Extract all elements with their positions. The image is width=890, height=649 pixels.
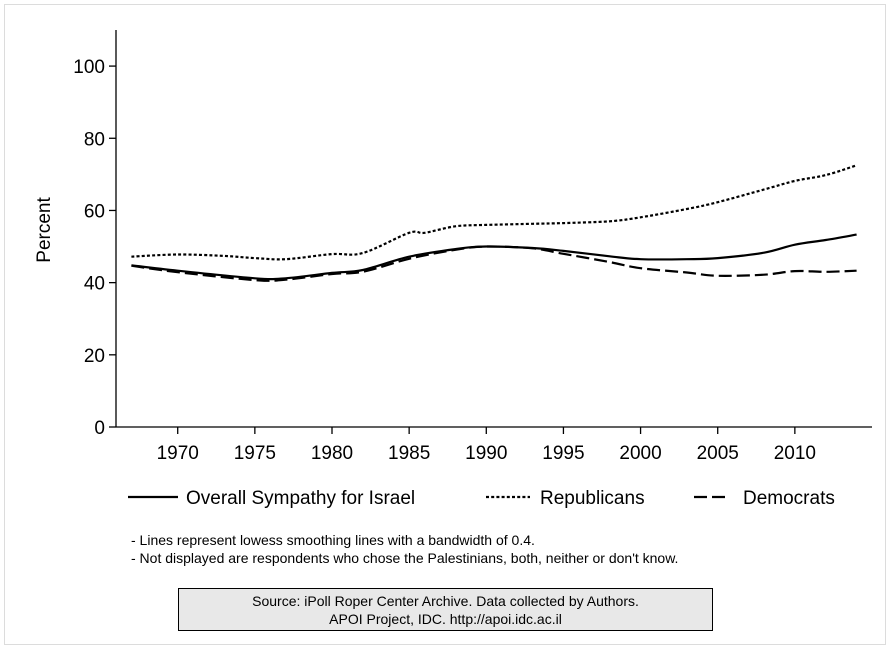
series-line-solid (131, 233, 857, 281)
chart-border (4, 4, 886, 645)
series-line-dotted (131, 164, 857, 261)
note-bandwidth: - Lines represent lowess smoothing lines… (131, 532, 535, 548)
x-tick-label: 1995 (542, 443, 584, 464)
source-box: Source: iPoll Roper Center Archive. Data… (178, 588, 713, 631)
y-tick-label: 0 (94, 418, 105, 439)
note-not-displayed: - Not displayed are respondents who chos… (131, 550, 679, 566)
legend-label: Democrats (743, 488, 835, 509)
y-tick-label: 40 (84, 274, 105, 295)
y-tick-label: 60 (84, 201, 105, 222)
x-tick-label: 2005 (697, 443, 739, 464)
y-tick-label: 100 (73, 57, 105, 78)
axes: 0 20 40 60 80 100 1970 1975 1980 1985 1990 1995 2000… (73, 30, 872, 464)
y-tick-label: 80 (84, 129, 105, 150)
legend-label: Republicans (540, 488, 645, 509)
x-tick-label: 2010 (774, 443, 816, 464)
source-line-2: APOI Project, IDC. http://apoi.idc.ac.il (329, 611, 562, 627)
x-tick-label: 2000 (619, 443, 661, 464)
x-tick-label: 1980 (311, 443, 353, 464)
y-tick-label: 20 (84, 346, 105, 367)
x-tick-label: 1990 (465, 443, 507, 464)
legend: Overall Sympathy for Israel Republicans De… (128, 488, 835, 509)
x-tick-label: 1985 (388, 443, 430, 464)
x-tick-label: 1970 (157, 443, 199, 464)
legend-label: Overall Sympathy for Israel (186, 488, 415, 509)
x-tick-label: 1975 (234, 443, 276, 464)
series-group (131, 164, 857, 282)
plot-svg: 0 20 40 60 80 100 1970 1975 1980 1985 1990 1995 2000… (34, 30, 872, 509)
source-line-1: Source: iPoll Roper Center Archive. Data… (252, 593, 639, 609)
series-line-dashed (131, 245, 857, 282)
y-axis-label: Percent (34, 197, 55, 263)
